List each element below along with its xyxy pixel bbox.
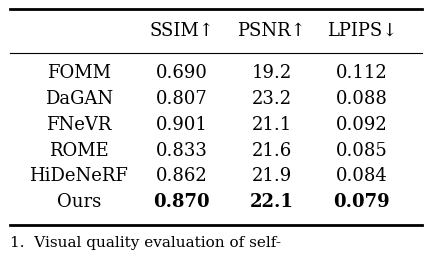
- Text: 23.2: 23.2: [252, 90, 292, 108]
- Text: SSIM↑: SSIM↑: [149, 22, 214, 40]
- Text: 0.862: 0.862: [156, 167, 207, 185]
- Text: 0.690: 0.690: [156, 64, 208, 82]
- Text: 21.6: 21.6: [252, 142, 292, 160]
- Text: DaGAN: DaGAN: [44, 90, 113, 108]
- Text: 0.084: 0.084: [336, 167, 388, 185]
- Text: 1.  Visual quality evaluation of self-: 1. Visual quality evaluation of self-: [10, 236, 281, 250]
- Text: 0.079: 0.079: [334, 193, 390, 211]
- Text: 19.2: 19.2: [252, 64, 292, 82]
- Text: LPIPS↓: LPIPS↓: [327, 22, 397, 40]
- Text: 0.901: 0.901: [156, 116, 208, 134]
- Text: 21.1: 21.1: [252, 116, 292, 134]
- Text: 0.807: 0.807: [156, 90, 207, 108]
- Text: PSNR↑: PSNR↑: [238, 22, 306, 40]
- Text: Ours: Ours: [57, 193, 101, 211]
- Text: 0.870: 0.870: [153, 193, 210, 211]
- Text: 0.088: 0.088: [336, 90, 388, 108]
- Text: 0.085: 0.085: [336, 142, 388, 160]
- Text: 21.9: 21.9: [252, 167, 292, 185]
- Text: 0.092: 0.092: [336, 116, 388, 134]
- Text: HiDeNeRF: HiDeNeRF: [29, 167, 128, 185]
- Text: 22.1: 22.1: [250, 193, 294, 211]
- Text: 0.112: 0.112: [336, 64, 388, 82]
- Text: ROME: ROME: [49, 142, 108, 160]
- Text: FNeVR: FNeVR: [46, 116, 111, 134]
- Text: 0.833: 0.833: [156, 142, 208, 160]
- Text: FOMM: FOMM: [47, 64, 111, 82]
